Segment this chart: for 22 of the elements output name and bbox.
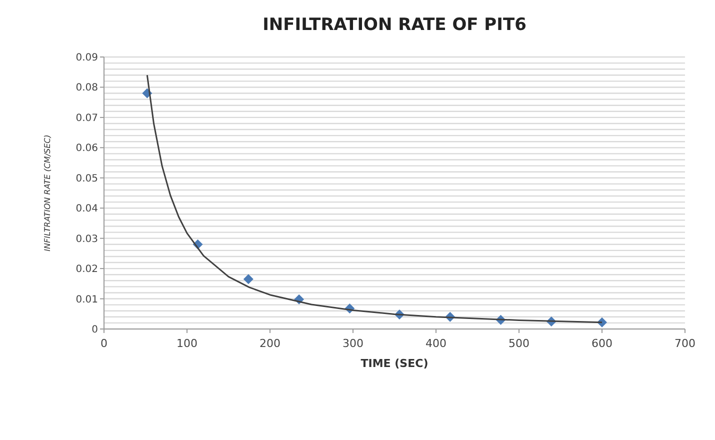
y-tick-label: 0.04	[76, 204, 98, 215]
y-tick-label: 0.01	[76, 294, 98, 306]
x-axis-title: TIME (SEC)	[360, 357, 428, 370]
x-tick-label: 700	[674, 337, 696, 350]
x-tick-label: 100	[176, 337, 198, 350]
y-tick-label: 0.06	[76, 143, 98, 154]
y-tick-label: 0.08	[76, 82, 98, 94]
x-tick-label: 400	[426, 337, 446, 350]
x-tick-label: 200	[260, 337, 280, 350]
x-tick-label: 600	[592, 337, 612, 350]
y-tick-label: 0.02	[76, 264, 98, 276]
x-tick-label: 300	[342, 337, 364, 350]
y-tick-label: 0.09	[76, 52, 98, 64]
x-tick-label: 500	[508, 337, 530, 350]
y-tick-label: 0.03	[76, 234, 98, 245]
x-tick-label: 0	[100, 337, 108, 350]
y-tick-label: 0	[92, 324, 98, 336]
point	[243, 274, 254, 284]
y-tick-label: 0.07	[76, 112, 98, 124]
y-axis-title: INFILTRATION RATE (CM/SEC)	[43, 134, 52, 252]
chart-title: INFILTRATION RATE OF PIT6	[262, 15, 526, 35]
y-tick-label: 0.05	[76, 173, 98, 184]
